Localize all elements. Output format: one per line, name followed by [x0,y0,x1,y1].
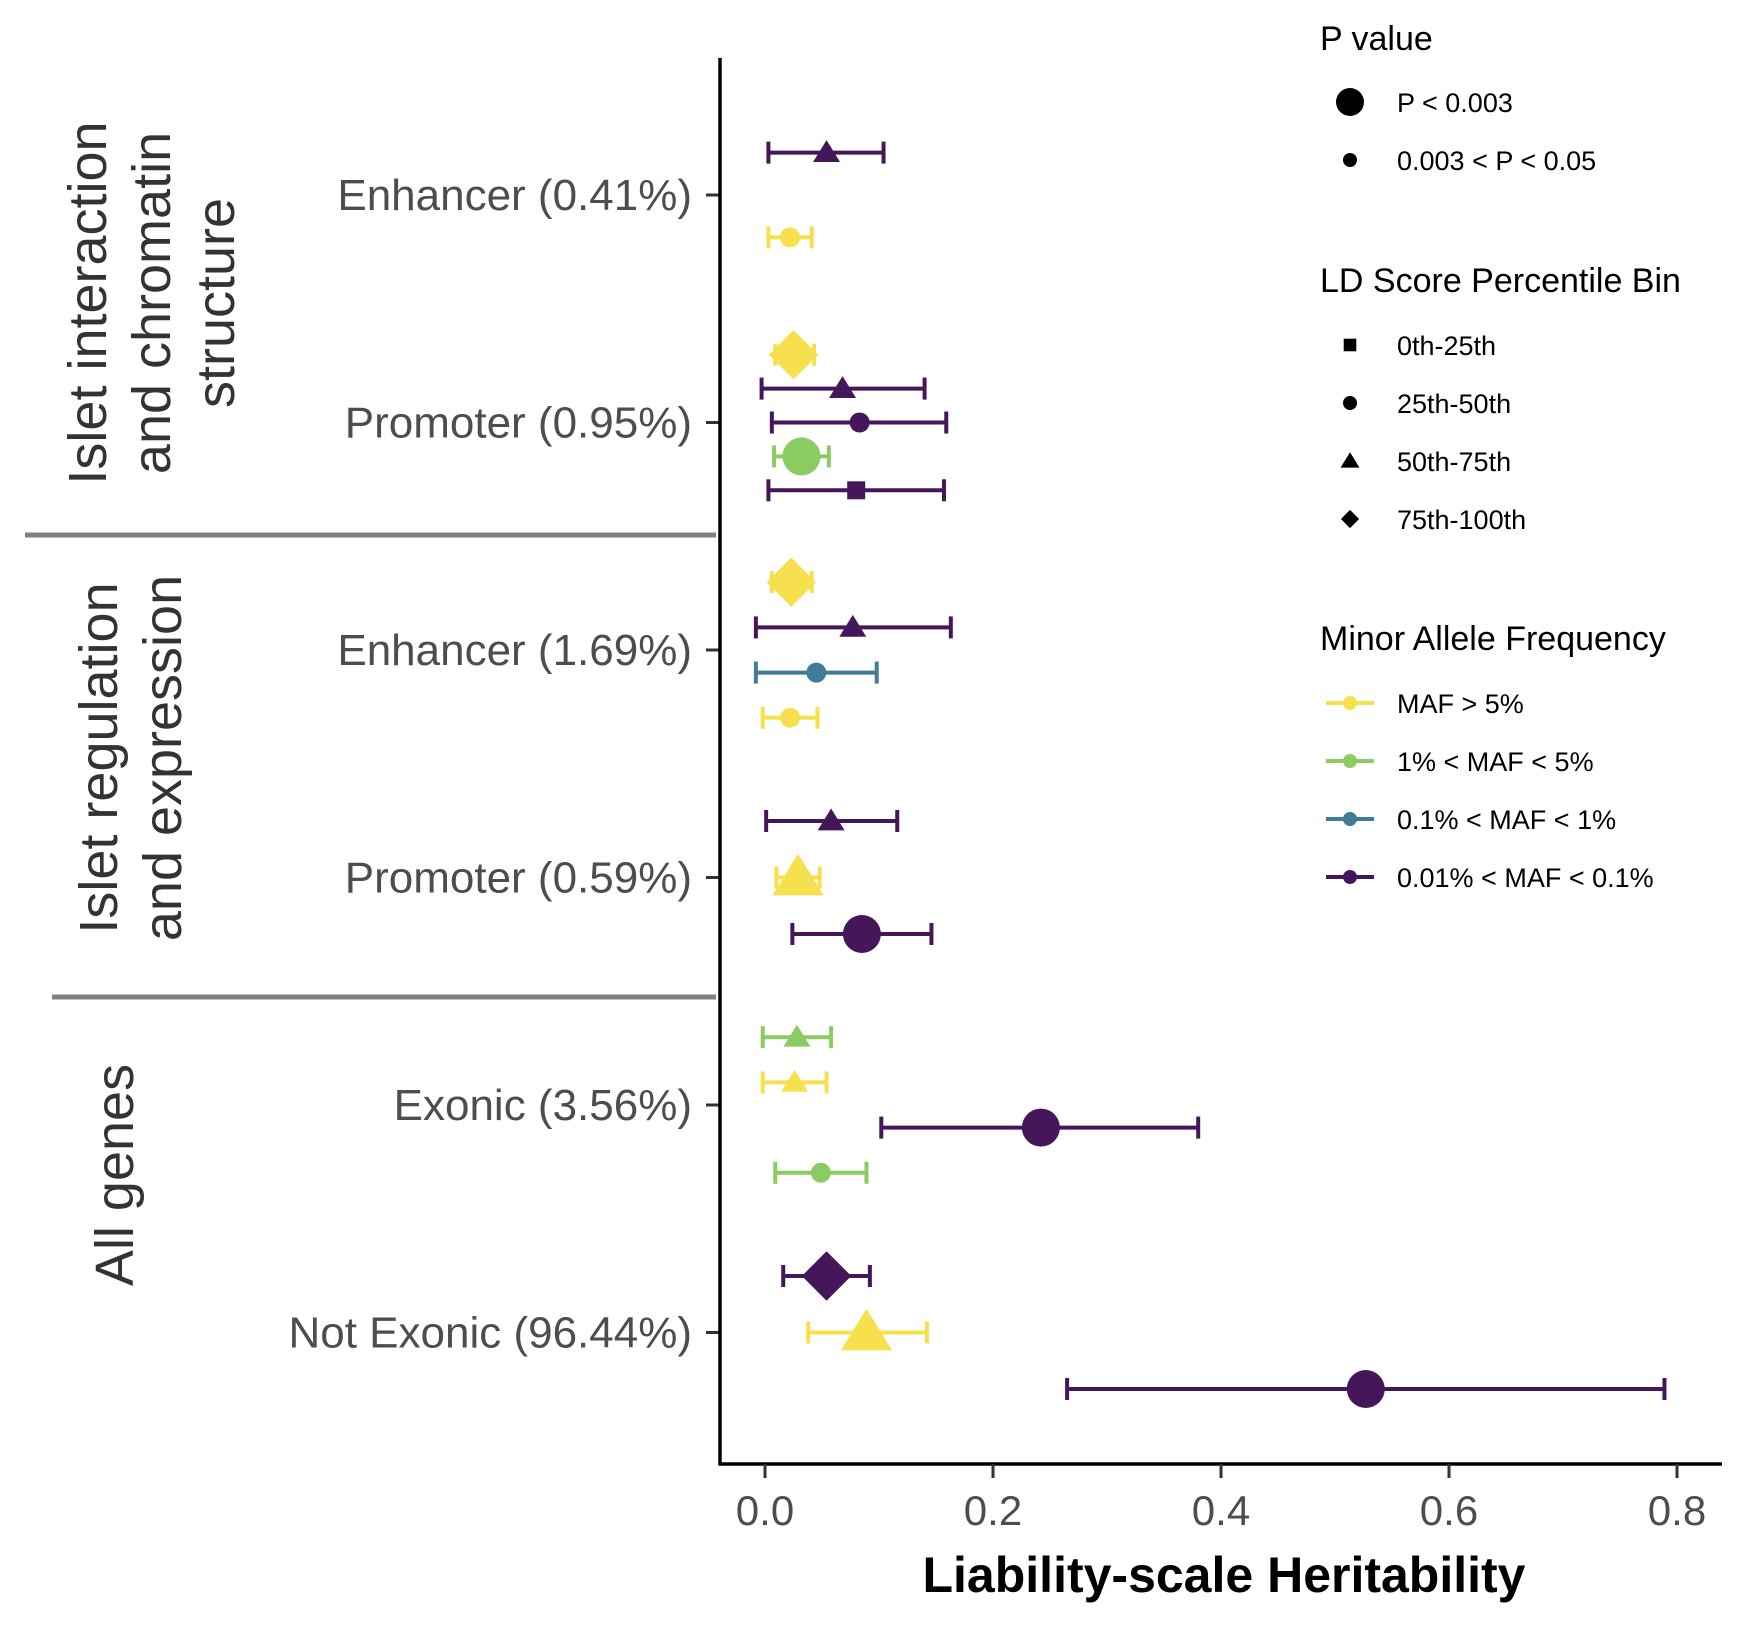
legend-key-maf-dot [1343,812,1357,826]
point-marker [842,915,881,953]
point-11 [764,808,900,832]
point-16 [879,1108,1201,1147]
legend-label-maf: 0.1% < MAF < 1% [1397,805,1616,835]
legend-key-p [1343,153,1357,167]
group-label-2: All genes [85,1064,145,1286]
point-13 [790,915,934,953]
point-17 [773,1161,869,1184]
legend-key-ld-0th-25th [1343,338,1357,352]
legend-key-maf-dot [1343,696,1357,710]
point-marker [810,1162,831,1183]
row-label: Enhancer (1.69%) [337,626,692,675]
legend-key-p [1336,88,1364,116]
point-19 [806,1308,929,1351]
group-label-line: structure [186,198,246,408]
legend-key-maf-dot [1343,870,1357,884]
legend-key-ld-50th-75th [1340,452,1360,468]
point-6 [766,479,946,502]
point-marker [772,853,824,896]
legend-label-maf: 0.01% < MAF < 0.1% [1397,863,1654,893]
x-axis-title: Liability-scale Heritability [923,1547,1526,1603]
point-marker [801,1251,852,1301]
point-marker [781,1069,809,1092]
group-dividers [25,532,716,1000]
group-label-line: and chromatin [122,132,182,474]
point-marker [783,1024,811,1047]
point-1 [766,226,814,249]
group-labels: Islet interactionand chromatinstructureI… [58,121,246,1286]
point-marker [1346,1370,1385,1408]
point-marker [782,437,821,476]
point-marker [780,227,801,248]
legend-label-maf: 1% < MAF < 5% [1397,747,1594,777]
point-18 [781,1251,872,1301]
point-marker [813,140,841,162]
group-label-line: and expression [133,575,193,941]
point-marker [1021,1108,1060,1147]
legend-title-maf: Minor Allele Frequency [1320,620,1666,658]
point-5 [772,437,831,476]
row-label: Promoter (0.59%) [345,854,692,903]
legend-label-ld: 25th-50th [1397,389,1511,419]
point-0 [766,140,886,164]
legend-label-ld: 0th-25th [1397,331,1496,361]
group-label-1: Islet regulationand expression [69,575,193,941]
group-label-line: Islet regulation [69,582,129,933]
group-label-line: Islet interaction [58,121,118,484]
point-4 [769,411,949,434]
point-2 [768,330,819,380]
point-15 [760,1069,829,1094]
data-points [753,140,1667,1408]
axes: 0.0 0.2 0.4 0.6 0.8 [706,58,1722,1534]
x-tick-label: 0.4 [1192,1487,1250,1534]
x-tick-label: 0.2 [964,1487,1022,1534]
point-marker [847,481,866,500]
point-marker [849,412,870,433]
legend-label-p: P < 0.003 [1397,88,1513,118]
x-tick-label: 0.0 [736,1487,794,1534]
legend-key-ld-75th-100th [1340,509,1360,529]
legend-key-ld-25th-50th [1343,396,1357,410]
legend-label-ld: 75th-100th [1397,505,1526,535]
point-10 [760,706,820,729]
legend-label-ld: 50th-75th [1397,447,1511,477]
row-labels: Enhancer (0.41%) Promoter (0.95%) Enhancer… [288,171,692,1358]
point-marker [840,1308,893,1351]
row-label: Not Exonic (96.44%) [288,1309,692,1358]
point-8 [753,614,953,639]
legend-title-p: P value [1320,20,1433,58]
legend-title-ld: LD Score Percentile Bin [1320,262,1681,300]
point-3 [759,376,927,400]
point-marker [806,662,827,683]
row-label: Enhancer (0.41%) [337,171,692,220]
point-20 [1065,1370,1667,1408]
point-9 [753,661,879,684]
group-label-0: Islet interactionand chromatinstructure [58,121,246,484]
point-7 [766,557,816,607]
legend-label-p: 0.003 < P < 0.05 [1397,146,1596,176]
legend: P value P < 0.003 0.003 < P < 0.05 LD Score… [1320,20,1681,893]
point-12 [772,853,824,896]
legend-label-maf: MAF > 5% [1397,689,1524,719]
legend-key-maf-dot [1343,754,1357,768]
point-marker [768,330,819,380]
row-label: Promoter (0.95%) [345,399,692,448]
x-tick-label: 0.6 [1420,1487,1478,1534]
row-label: Exonic (3.56%) [394,1081,692,1130]
point-marker [780,707,801,728]
x-tick-label: 0.8 [1648,1487,1706,1534]
group-label-line: All genes [85,1064,145,1286]
point-marker [766,557,816,607]
point-marker [839,614,867,637]
point-marker [829,376,857,398]
point-marker [817,808,845,831]
point-14 [760,1024,834,1049]
